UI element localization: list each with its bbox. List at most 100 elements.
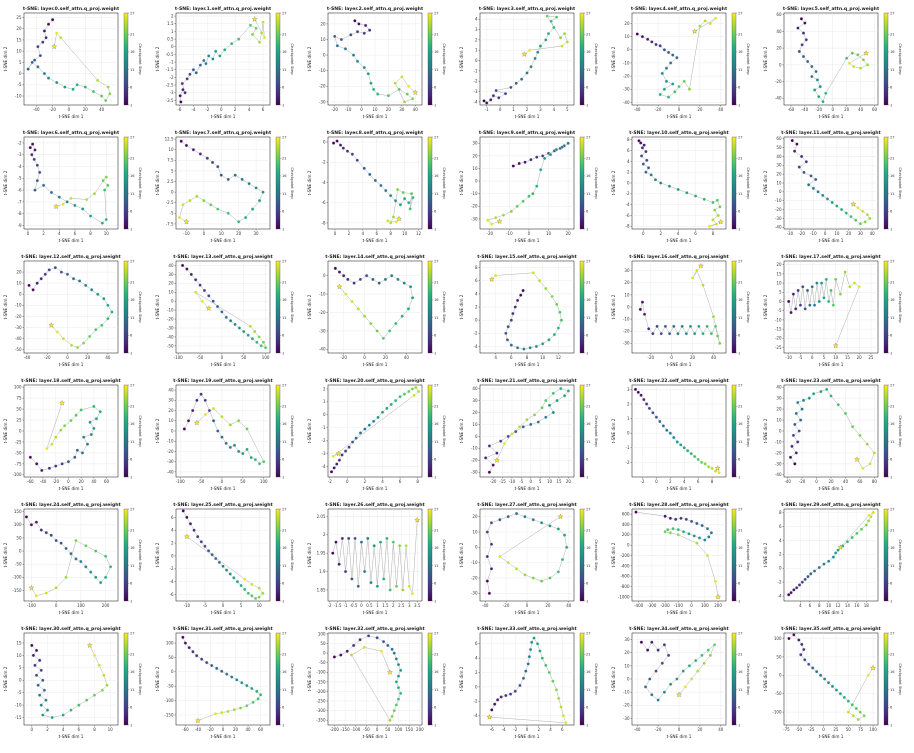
subplot-title: t-SNE: layer.16.self_attn.q_proj.weight [629, 254, 729, 260]
colorbar [275, 260, 281, 354]
x-tick-label: 40 [843, 479, 849, 484]
checkpoint-point [246, 591, 251, 595]
checkpoint-point [210, 552, 214, 557]
x-tick-label: 3 [539, 107, 542, 112]
checkpoint-point [34, 673, 39, 677]
plot-area [23, 12, 119, 106]
checkpoint-point [650, 693, 654, 697]
checkpoint-point [100, 688, 105, 692]
checkpoint-point [676, 331, 680, 336]
checkpoint-point [509, 85, 513, 90]
checkpoint-point [824, 277, 829, 282]
checkpoint-point [548, 576, 552, 580]
y-tick-label: 0 [475, 58, 478, 63]
checkpoint-point [807, 662, 811, 666]
checkpoint-point [641, 162, 646, 166]
checkpoint-point [803, 658, 807, 662]
checkpoint-point [487, 444, 492, 448]
colorbar-tick-label: 16 [130, 174, 135, 178]
colorbar-tick-label: 6 [890, 582, 893, 586]
x-axis-label: t-SNE dim 1 [515, 114, 540, 119]
x-tick-label: 20 [697, 727, 703, 732]
y-tick-label: 50 [776, 145, 782, 150]
checkpoint-point [351, 643, 356, 648]
checkpoint-point [414, 385, 418, 390]
checkpoint-point [64, 575, 68, 580]
plot-area [783, 260, 879, 354]
x-axis-label: t-SNE dim 1 [59, 362, 84, 367]
checkpoint-point [531, 271, 535, 275]
colorbar [427, 632, 433, 726]
checkpoint-point [228, 572, 232, 576]
x-axis-label: t-SNE dim 1 [515, 238, 540, 243]
checkpoint-point [257, 586, 261, 590]
checkpoint-point [650, 40, 654, 44]
checkpoint-point [54, 586, 58, 590]
y-tick-label: 0 [779, 299, 782, 304]
checkpoint-point [210, 160, 215, 165]
colorbar-tick-label: 6 [586, 458, 589, 462]
checkpoint-point [666, 50, 671, 55]
checkpoint-point [35, 281, 39, 285]
checkpoint-point [228, 423, 233, 427]
subplot-title: t-SNE: layer.3.self_attn.q_proj.weight [479, 6, 576, 12]
colorbar-tick-label: 16 [586, 546, 591, 550]
checkpoint-point [536, 50, 540, 54]
checkpoint-point [671, 53, 675, 57]
checkpoint-point [847, 61, 852, 65]
checkpoint-point [866, 519, 871, 523]
checkpoint-point [521, 676, 526, 680]
x-tick-label: -50 [363, 727, 370, 732]
y-axis-label: t-SNE dim 2 [3, 418, 8, 443]
checkpoint-point [246, 333, 250, 337]
checkpoint-point [509, 343, 514, 347]
y-tick-label: -2 [18, 140, 22, 145]
checkpoint-point [83, 85, 87, 89]
checkpoint-point [645, 37, 650, 41]
checkpoint-point [57, 195, 61, 199]
x-tick-label: 6 [510, 355, 513, 360]
checkpoint-point [257, 40, 262, 44]
checkpoint-point [252, 329, 257, 334]
checkpoint-point [822, 562, 826, 566]
checkpoint-point [703, 538, 707, 542]
checkpoint-point [393, 398, 398, 403]
checkpoint-point [198, 152, 203, 156]
colorbar-tick-label: 6 [586, 86, 589, 90]
checkpoint-point [713, 324, 718, 329]
checkpoint-point [805, 288, 810, 293]
checkpoint-point [659, 331, 663, 336]
y-tick-label: 10 [16, 653, 22, 658]
x-tick-label: 5 [539, 479, 542, 484]
subplot-svg-17: t-SNE: layer.17.self_attn.q_proj.weight-… [763, 254, 903, 367]
subplot-title: t-SNE: layer.32.self_attn.q_proj.weight [325, 626, 425, 632]
y-tick-label: 10 [320, 37, 326, 42]
checkpoint-point [814, 669, 819, 674]
x-tick-label: 10 [257, 603, 263, 608]
checkpoint-point [98, 580, 103, 585]
final-checkpoint-point [28, 584, 35, 591]
checkpoint-point [248, 324, 253, 328]
checkpoint-point [824, 91, 828, 95]
checkpoint-point [390, 647, 394, 651]
colorbar-tick-label: 1 [130, 475, 132, 479]
subplot-svg-13: t-SNE: layer.13.self_attn.q_proj.weight-… [155, 254, 295, 367]
subplot-title: t-SNE: layer.31.self_attn.q_proj.weight [173, 626, 273, 632]
x-tick-label: -1 [344, 603, 348, 608]
x-tick-label: 4 [381, 479, 384, 484]
checkpoint-point [44, 698, 48, 702]
colorbar-label: Checkpoint Step [442, 291, 447, 323]
checkpoint-point [547, 403, 552, 408]
final-checkpoint-point [387, 669, 393, 675]
checkpoint-point [366, 634, 371, 638]
checkpoint-point [372, 544, 376, 548]
y-tick-label: 4 [627, 159, 630, 164]
y-tick-label: -20 [775, 450, 782, 455]
y-tick-label: -150 [12, 588, 22, 593]
subplot-title: t-SNE: layer.25.self_attn.q_proj.weight [173, 502, 273, 508]
final-checkpoint-point [51, 43, 58, 50]
checkpoint-point [262, 459, 266, 464]
x-tick-label: 18 [864, 603, 870, 608]
colorbar [731, 12, 737, 106]
checkpoint-point [558, 310, 562, 314]
